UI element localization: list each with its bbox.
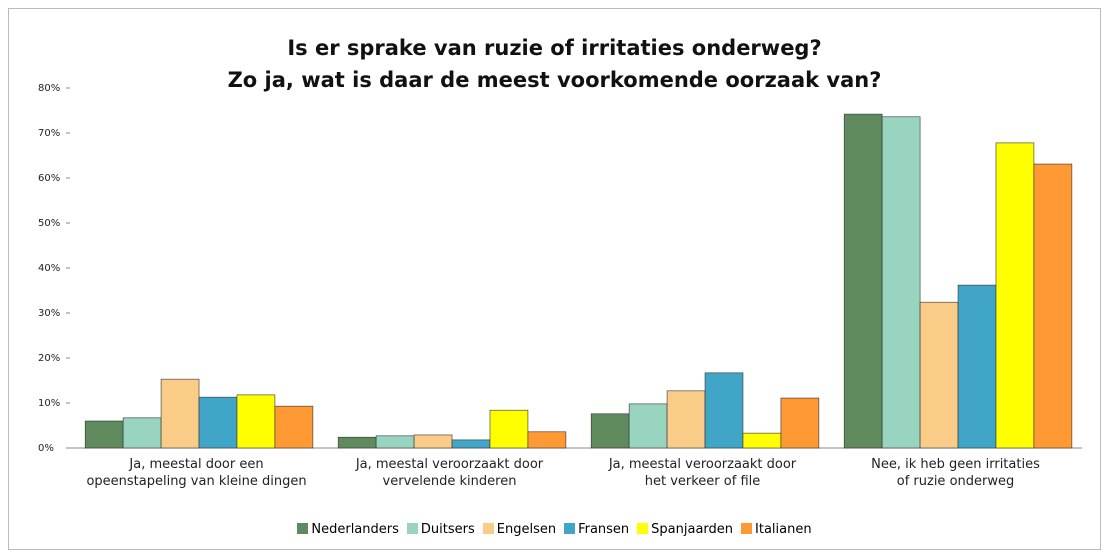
x-tick-label-box: Ja, meestal veroorzaakt door het verkeer… (608, 457, 797, 489)
bar (919, 301, 959, 449)
bar (881, 116, 921, 449)
y-tick-label: 30% (38, 308, 60, 319)
frame (8, 8, 1101, 550)
legend-label: Spanjaarden (651, 522, 734, 537)
x-tick-label: Nee, ik heb geen irritaties of ruzie ond… (871, 457, 1040, 489)
legend-swatch (564, 523, 576, 534)
y-tick-label: 10% (38, 398, 60, 409)
bar (160, 378, 200, 449)
legend-item: Fransen (564, 522, 629, 537)
legend-item: Spanjaarden (637, 522, 733, 537)
x-tick-label: Ja, meestal veroorzaakt door vervelende … (355, 457, 544, 489)
legend-swatch (741, 523, 753, 534)
bar (742, 432, 782, 449)
bar (451, 439, 491, 449)
bar (198, 396, 238, 449)
legend-label: Italianen (755, 522, 812, 537)
legend-label: Duitsers (420, 522, 475, 537)
bar (337, 436, 377, 449)
bar (84, 420, 124, 449)
legend-swatch (482, 523, 494, 534)
bar (704, 372, 744, 449)
legend-item: Duitsers (406, 522, 475, 537)
legend-swatch (406, 523, 418, 534)
legend-label: Engelsen (496, 522, 557, 537)
bar (995, 142, 1035, 449)
legend-swatch (297, 523, 309, 534)
bar (628, 403, 668, 449)
bar (274, 405, 314, 449)
bar (489, 409, 529, 449)
legend-swatch (637, 523, 649, 534)
bar (375, 435, 415, 449)
legend: Nederlanders Duitsers Engelsen Fransen Spanj… (0, 522, 1109, 537)
y-tick-label: 0% (38, 443, 54, 454)
x-tick-label-box: Ja, meestal door een opeenstapeling van … (86, 457, 307, 489)
bar (527, 431, 567, 449)
y-tick-label: 20% (38, 353, 60, 364)
bar (590, 413, 630, 449)
legend-label: Nederlanders (311, 522, 399, 537)
y-tick-label: 70% (38, 128, 60, 139)
bar (1033, 163, 1073, 449)
y-tick-label: 80% (38, 83, 60, 94)
bar (780, 397, 820, 449)
legend-label: Fransen (578, 522, 630, 537)
bar (843, 113, 883, 449)
legend-item: Italianen (741, 522, 812, 537)
x-tick-label-box: Ja, meestal veroorzaakt door vervelende … (355, 457, 544, 489)
x-tick-label-box: Nee, ik heb geen irritaties of ruzie ond… (871, 457, 1040, 489)
x-tick-label: Ja, meestal veroorzaakt door het verkeer… (608, 457, 797, 489)
bar (413, 434, 453, 449)
chart-title: Is er sprake van ruzie of irritaties ond… (227, 36, 882, 92)
x-tick-label: Ja, meestal door een opeenstapeling van … (86, 457, 307, 489)
bar (122, 417, 162, 449)
legend-item: Nederlanders (297, 522, 399, 537)
legend-item: Engelsen (482, 522, 557, 537)
bar (236, 394, 276, 449)
bar (666, 390, 706, 449)
y-tick-label: 40% (38, 263, 60, 274)
y-tick-label: 60% (38, 173, 60, 184)
y-tick-label: 50% (38, 218, 60, 229)
bar (957, 284, 997, 449)
